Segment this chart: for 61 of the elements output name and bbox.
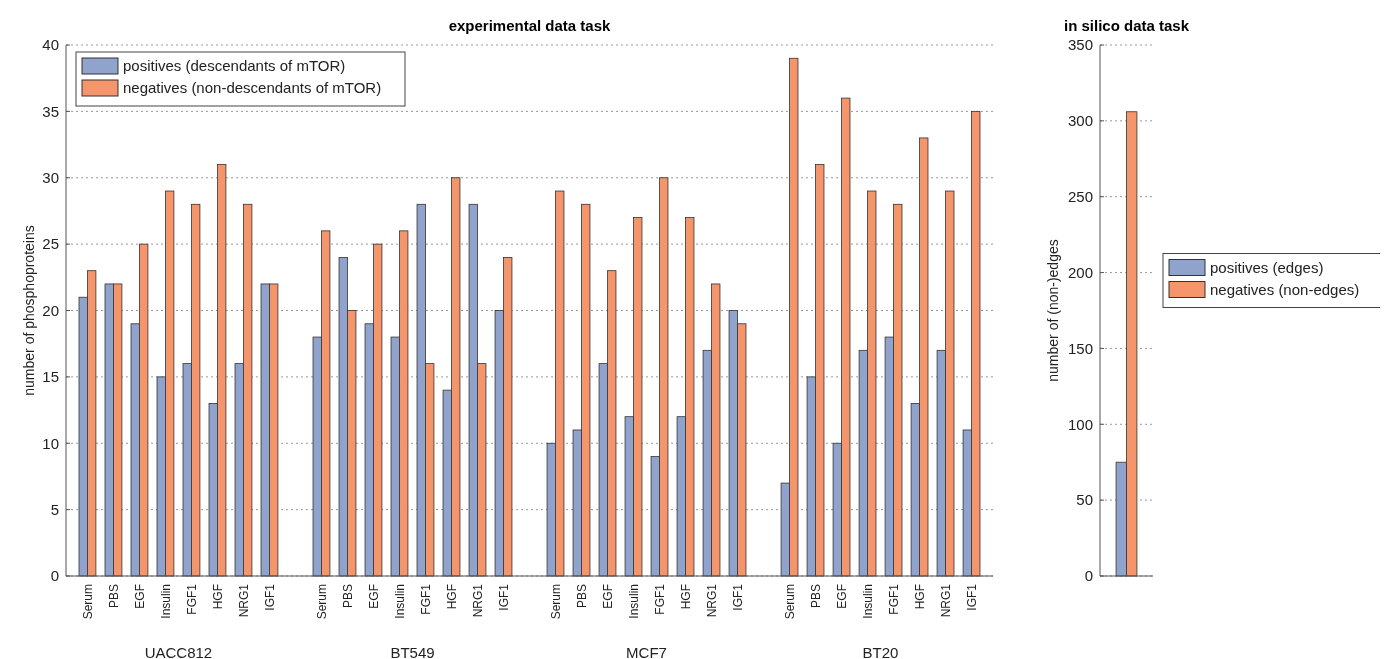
y-tick-label: 15 (42, 368, 59, 386)
x-tick-label: EGF (132, 584, 147, 609)
y-axis-title: number of phosphoproteins (21, 225, 37, 396)
chart-title: in silico data task (1063, 17, 1190, 34)
x-tick-label: EGF (600, 584, 615, 609)
x-tick-label: NRG1 (704, 583, 719, 618)
y-tick-label: 30 (42, 169, 59, 186)
x-tick-label: HGF (678, 584, 693, 610)
x-tick-label: IGF1 (964, 583, 979, 611)
x-tick-label: FGF1 (184, 583, 199, 615)
x-tick-label: Insulin (860, 584, 875, 619)
y-tick-label: 40 (42, 36, 59, 54)
x-tick-label: HGF (912, 584, 927, 610)
x-tick-label: IGF1 (730, 583, 745, 611)
y-tick-label: 200 (1067, 263, 1093, 281)
x-tick-label: Serum (548, 584, 563, 620)
text: BT549 (390, 644, 435, 659)
y-tick-label: 350 (1067, 36, 1093, 54)
x-tick-label: NRG1 (938, 583, 953, 618)
x-tick-label: Serum (782, 584, 797, 620)
text: MCF7 (626, 644, 667, 659)
x-tick-label: Serum (80, 584, 95, 620)
x-tick-label: FGF1 (886, 583, 901, 615)
x-tick-label: Insulin (392, 584, 407, 619)
x-tick-label: Serum (314, 584, 329, 620)
x-tick-label: PBS (106, 584, 121, 609)
y-tick-label: 50 (1076, 491, 1093, 509)
x-tick-label: NRG1 (470, 583, 485, 618)
y-tick-label: 150 (1067, 339, 1093, 357)
legend-label: positives (descendants of mTOR) (123, 57, 346, 74)
y-tick-label: 250 (1067, 187, 1093, 205)
x-tick-label: IGF1 (496, 583, 511, 611)
y-tick-label: 35 (42, 102, 59, 120)
text: UACC812 (144, 644, 213, 659)
x-tick-label: NRG1 (236, 583, 251, 618)
legend-label: negatives (non-descendants of mTOR) (123, 79, 382, 96)
x-tick-label: HGF (444, 584, 459, 610)
x-tick-label: PBS (808, 584, 823, 609)
x-tick-label: FGF1 (418, 583, 433, 615)
x-tick-label: IGF1 (262, 583, 277, 611)
y-tick-label: 10 (42, 434, 59, 452)
x-tick-label: EGF (834, 584, 849, 609)
legend-label: negatives (non-edges) (1210, 280, 1360, 298)
x-tick-label: PBS (340, 584, 355, 609)
text: BT20 (862, 644, 899, 659)
y-tick-label: 0 (1084, 567, 1093, 585)
x-tick-label: FGF1 (652, 583, 667, 615)
x-tick-label: EGF (366, 584, 381, 609)
y-tick-label: 100 (1067, 415, 1093, 433)
chart-title: experimental data task (448, 17, 612, 34)
x-tick-label: PBS (574, 584, 589, 609)
y-tick-label: 25 (42, 235, 59, 253)
y-tick-label: 5 (50, 500, 59, 518)
y-tick-label: 0 (50, 567, 59, 585)
x-tick-label: Insulin (626, 584, 641, 619)
legend-label: positives (edges) (1210, 258, 1324, 276)
x-tick-label: Insulin (158, 584, 173, 619)
y-tick-label: 20 (42, 301, 59, 319)
y-tick-label: 300 (1067, 112, 1093, 130)
y-axis-title: number of (non-)edges (1045, 239, 1061, 382)
x-tick-label: HGF (210, 584, 225, 610)
